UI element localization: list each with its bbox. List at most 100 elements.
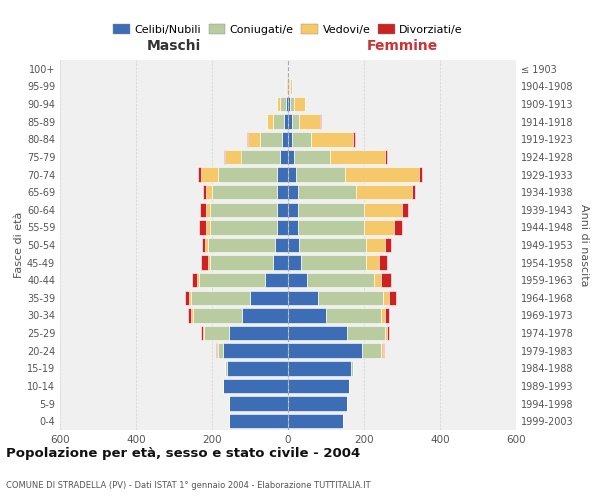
Bar: [288, 97, 290, 112]
Text: Popolazione per età, sesso e stato civile - 2004: Popolazione per età, sesso e stato civil…: [6, 448, 360, 460]
Bar: [381, 344, 383, 358]
Bar: [288, 256, 301, 270]
Bar: [366, 256, 379, 270]
Bar: [202, 238, 205, 252]
Bar: [294, 97, 305, 112]
Bar: [299, 114, 320, 129]
Bar: [290, 79, 292, 94]
Y-axis label: Anni di nascita: Anni di nascita: [579, 204, 589, 286]
Bar: [385, 308, 389, 322]
Bar: [197, 168, 200, 181]
Bar: [206, 202, 210, 217]
Bar: [383, 344, 384, 358]
Bar: [242, 308, 288, 322]
Bar: [288, 344, 362, 358]
Bar: [273, 114, 284, 129]
Bar: [185, 290, 189, 305]
Bar: [288, 168, 296, 181]
Bar: [298, 220, 364, 234]
Bar: [364, 202, 402, 217]
Bar: [265, 273, 288, 287]
Bar: [288, 361, 350, 376]
Bar: [277, 168, 288, 181]
Bar: [412, 185, 415, 200]
Bar: [288, 202, 298, 217]
Bar: [247, 132, 248, 146]
Bar: [402, 202, 408, 217]
Bar: [385, 150, 387, 164]
Bar: [203, 326, 205, 340]
Bar: [356, 185, 412, 200]
Bar: [387, 326, 389, 340]
Bar: [330, 150, 385, 164]
Bar: [288, 290, 319, 305]
Bar: [284, 114, 288, 129]
Bar: [191, 308, 193, 322]
Bar: [193, 308, 242, 322]
Y-axis label: Fasce di età: Fasce di età: [14, 212, 24, 278]
Bar: [227, 361, 288, 376]
Bar: [205, 238, 208, 252]
Bar: [273, 256, 288, 270]
Bar: [286, 97, 288, 112]
Bar: [299, 238, 366, 252]
Bar: [296, 168, 345, 181]
Bar: [347, 326, 385, 340]
Bar: [419, 168, 422, 181]
Bar: [192, 273, 197, 287]
Bar: [208, 238, 275, 252]
Bar: [381, 308, 385, 322]
Bar: [288, 378, 349, 393]
Bar: [277, 202, 288, 217]
Bar: [292, 132, 311, 146]
Bar: [294, 150, 330, 164]
Bar: [218, 168, 277, 181]
Bar: [226, 150, 241, 164]
Bar: [298, 185, 356, 200]
Bar: [286, 79, 287, 94]
Bar: [277, 97, 280, 112]
Bar: [350, 361, 353, 376]
Bar: [379, 256, 387, 270]
Bar: [202, 256, 208, 270]
Bar: [218, 344, 223, 358]
Bar: [206, 185, 212, 200]
Legend: Celibi/Nubili, Coniugati/e, Vedovi/e, Divorziati/e: Celibi/Nubili, Coniugati/e, Vedovi/e, Di…: [109, 20, 467, 40]
Bar: [298, 202, 364, 217]
Bar: [248, 132, 260, 146]
Bar: [205, 326, 229, 340]
Bar: [381, 273, 391, 287]
Bar: [280, 97, 286, 112]
Bar: [229, 396, 288, 411]
Bar: [206, 220, 210, 234]
Bar: [241, 150, 280, 164]
Bar: [287, 79, 288, 94]
Bar: [200, 326, 203, 340]
Bar: [216, 344, 217, 358]
Text: Maschi: Maschi: [147, 39, 201, 53]
Bar: [289, 79, 290, 94]
Bar: [383, 290, 389, 305]
Bar: [311, 132, 353, 146]
Bar: [229, 326, 288, 340]
Bar: [191, 290, 250, 305]
Bar: [210, 256, 273, 270]
Bar: [288, 150, 294, 164]
Bar: [283, 132, 288, 146]
Bar: [226, 361, 227, 376]
Bar: [364, 220, 394, 234]
Bar: [288, 114, 292, 129]
Bar: [199, 273, 265, 287]
Bar: [345, 168, 419, 181]
Bar: [223, 344, 288, 358]
Bar: [200, 168, 218, 181]
Bar: [385, 238, 391, 252]
Bar: [208, 256, 210, 270]
Bar: [292, 114, 299, 129]
Bar: [280, 150, 288, 164]
Bar: [210, 202, 277, 217]
Bar: [200, 202, 206, 217]
Bar: [288, 79, 289, 94]
Bar: [250, 290, 288, 305]
Bar: [373, 273, 381, 287]
